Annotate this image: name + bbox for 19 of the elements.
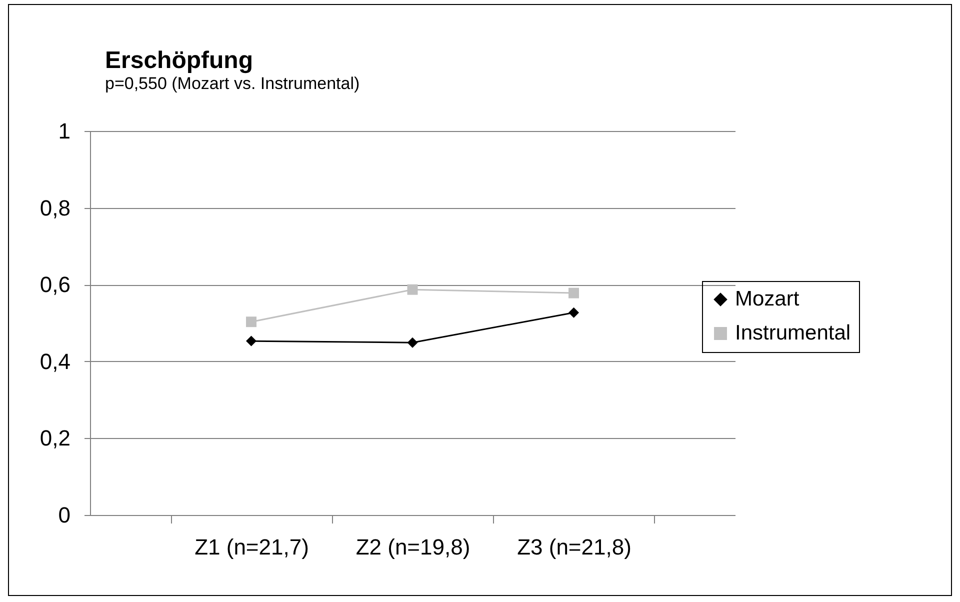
y-tick-label: 0,2 xyxy=(40,426,70,451)
y-tick-label: 1 xyxy=(58,118,70,144)
chart-subtitle: p=0,550 (Mozart vs. Instrumental) xyxy=(105,74,360,93)
x-tick-label: Z3 (n=21,8) xyxy=(517,534,632,560)
y-tick-label: 0,4 xyxy=(40,348,70,374)
y-tick-label: 0,8 xyxy=(40,195,70,220)
legend-label: Instrumental xyxy=(735,322,851,344)
y-tick-label: 0 xyxy=(58,502,70,528)
point xyxy=(407,284,418,295)
chart-title: Erschöpfung xyxy=(105,47,253,74)
point xyxy=(246,336,256,346)
x-tick-label: Z1 (n=21,7) xyxy=(194,534,309,560)
x-tick-label: Z2 (n=19,8) xyxy=(356,534,470,560)
point xyxy=(407,337,418,348)
point xyxy=(568,288,579,298)
point xyxy=(246,316,256,328)
legend-label: Mozart xyxy=(735,288,800,310)
y-tick-label: 0,6 xyxy=(40,272,70,298)
point xyxy=(568,307,579,318)
